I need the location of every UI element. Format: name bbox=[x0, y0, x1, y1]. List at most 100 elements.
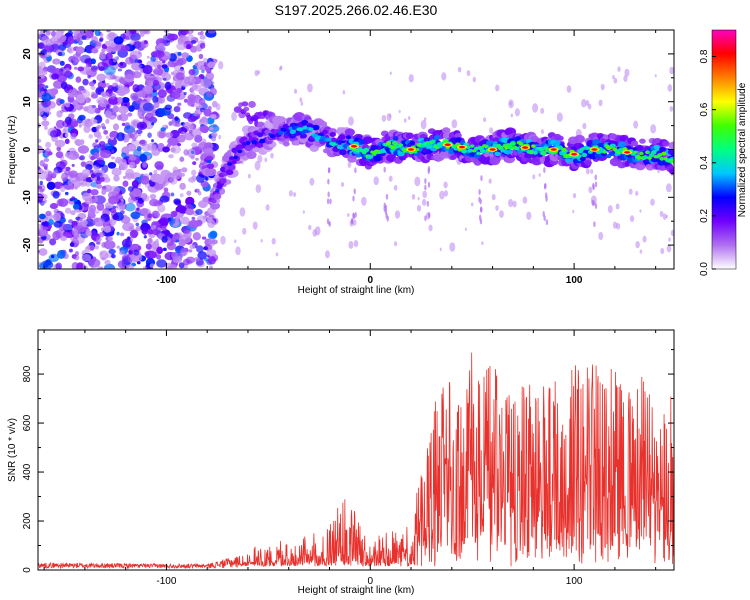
spectrogram-noise-blob bbox=[80, 161, 87, 167]
spectrogram-faint-blob bbox=[633, 120, 639, 129]
spectrogram-faint-blob bbox=[526, 211, 532, 220]
spectrogram-band-blob bbox=[229, 156, 235, 161]
spectrogram-noise-blob bbox=[112, 82, 119, 88]
spectrogram-noise-blob bbox=[85, 230, 92, 237]
spectrogram-faint-blob bbox=[443, 181, 448, 189]
spectrogram-noise-blob bbox=[54, 59, 59, 65]
spectrogram-noise-blob bbox=[90, 173, 96, 179]
spectrogram-noise-blob bbox=[177, 134, 186, 143]
spectrogram-peak-core bbox=[550, 148, 557, 151]
spectrogram-noise-blob bbox=[96, 96, 107, 105]
spectrogram-noise-blob bbox=[85, 66, 91, 71]
spectrogram-noise-blob bbox=[74, 251, 80, 256]
spectrogram-noise-blob bbox=[135, 222, 140, 227]
spectrogram-faint-blob bbox=[668, 237, 671, 242]
spectrogram-noise-blob bbox=[87, 208, 96, 217]
spectrogram-band-blob bbox=[642, 155, 649, 160]
spectrogram-noise-blob bbox=[162, 77, 167, 81]
spectrogram-noise-blob bbox=[72, 203, 80, 210]
spectrogram-noise-blob bbox=[203, 108, 212, 117]
spectrogram-noise-blob bbox=[180, 78, 191, 88]
spectrogram-faint-blob bbox=[508, 198, 514, 208]
spectrogram-noise-blob bbox=[38, 185, 43, 190]
spectrogram-noise-blob bbox=[165, 125, 169, 129]
spectrogram-noise-blob bbox=[206, 30, 217, 34]
spectrogram-noise-blob bbox=[136, 261, 141, 265]
spectrogram-noise-blob bbox=[111, 149, 115, 154]
spectrogram-streak-blob bbox=[479, 198, 482, 205]
spectrogram-noise-blob bbox=[99, 250, 109, 260]
spectrogram-band-blob bbox=[415, 148, 420, 152]
spectrogram-faint-blob bbox=[598, 99, 603, 107]
spectrogram-noise-blob bbox=[62, 182, 66, 186]
spectrogram-band-blob bbox=[668, 141, 674, 150]
spectrogram-noise-blob bbox=[159, 195, 170, 203]
spectrogram-noise-blob bbox=[88, 134, 94, 139]
spectrogram-noise-blob bbox=[178, 262, 185, 269]
spectrogram-band-blob bbox=[225, 169, 234, 176]
spectrogram-noise-blob bbox=[158, 217, 170, 226]
spectrogram-peak-core bbox=[591, 148, 598, 151]
spectrogram-noise-blob bbox=[91, 91, 96, 96]
spectrogram-noise-blob bbox=[138, 139, 148, 147]
spectrogram-streak-blob bbox=[545, 219, 549, 226]
spectrogram-branch-blob bbox=[236, 106, 242, 112]
spectrogram-faint-blob bbox=[598, 231, 604, 241]
spectrogram-noise-blob bbox=[62, 120, 71, 128]
spectrogram-noise-blob bbox=[82, 192, 92, 202]
spectrogram-noise-blob bbox=[38, 166, 41, 170]
spectrogram-noise-blob bbox=[104, 259, 111, 266]
spectrogram-noise-blob bbox=[96, 202, 105, 211]
spectrogram-noise-blob bbox=[91, 195, 95, 200]
colorbar-label: Normalized spectral amplitude bbox=[737, 82, 748, 217]
spectrogram-noise-blob bbox=[39, 180, 43, 185]
spectrogram-noise-blob bbox=[211, 132, 218, 138]
spectrogram-streak-blob bbox=[594, 174, 597, 181]
spectrogram-streak-blob bbox=[352, 195, 355, 202]
spectrogram-y-tick-label: 20 bbox=[22, 48, 33, 60]
spectrogram-noise-blob bbox=[191, 39, 197, 44]
spectrogram-noise-blob bbox=[201, 236, 207, 240]
spectrogram-noise-blob bbox=[209, 127, 214, 131]
spectrogram-peak-core bbox=[571, 152, 578, 156]
spectrogram-band-blob bbox=[630, 140, 639, 147]
spectrogram-faint-blob bbox=[540, 107, 545, 115]
spectrogram-faint-blob bbox=[353, 239, 359, 248]
spectrogram-noise-blob bbox=[96, 265, 101, 269]
spectrogram-faint-blob bbox=[348, 116, 354, 126]
spectrogram-noise-blob bbox=[201, 116, 208, 123]
spectrogram-streak-blob bbox=[353, 188, 356, 195]
snr-y-tick-label: 800 bbox=[22, 365, 33, 382]
spectrogram-band-blob bbox=[277, 130, 284, 135]
spectrogram-noise-blob bbox=[109, 92, 117, 100]
spectrogram-band-blob bbox=[251, 139, 257, 145]
spectrogram-band-blob bbox=[363, 147, 370, 153]
spectrogram-noise-blob bbox=[103, 129, 109, 135]
spectrogram-noise-blob bbox=[209, 230, 218, 239]
spectrogram-noise-blob bbox=[151, 122, 155, 126]
spectrogram-band-blob bbox=[256, 142, 264, 149]
spectrogram-band-blob bbox=[670, 152, 674, 158]
spectrogram-noise-blob bbox=[192, 232, 202, 241]
spectrogram-peak-core bbox=[489, 148, 496, 151]
spectrogram-noise-blob bbox=[139, 208, 149, 215]
spectrogram-noise-blob bbox=[129, 50, 143, 60]
spectrogram-noise-blob bbox=[181, 167, 188, 173]
spectrogram-noise-blob bbox=[38, 61, 46, 68]
spectrogram-noise-blob bbox=[111, 253, 116, 259]
colorbar-ticks: 0.0 0.2 0.4 0.6 0.8 bbox=[699, 49, 716, 276]
spectrogram-noise-blob bbox=[94, 210, 100, 214]
spectrogram-faint-blob bbox=[324, 250, 330, 259]
spectrogram-noise-blob bbox=[116, 132, 125, 142]
spectrogram-noise-blob bbox=[147, 155, 151, 160]
spectrogram-band-blob bbox=[345, 135, 352, 140]
spectrogram-noise-blob bbox=[170, 82, 174, 86]
spectrogram-y-ticks: -20 -10 0 10 20 bbox=[22, 29, 674, 270]
spectrogram-noise-blob bbox=[75, 216, 81, 221]
spectrogram-streak-blob bbox=[385, 212, 388, 219]
spectrogram-band-blob bbox=[467, 148, 473, 153]
spectrogram-faint-blob bbox=[342, 90, 346, 95]
spectrogram-noise-blob bbox=[132, 136, 137, 142]
colorbar-tick-label: 0.2 bbox=[699, 209, 710, 223]
